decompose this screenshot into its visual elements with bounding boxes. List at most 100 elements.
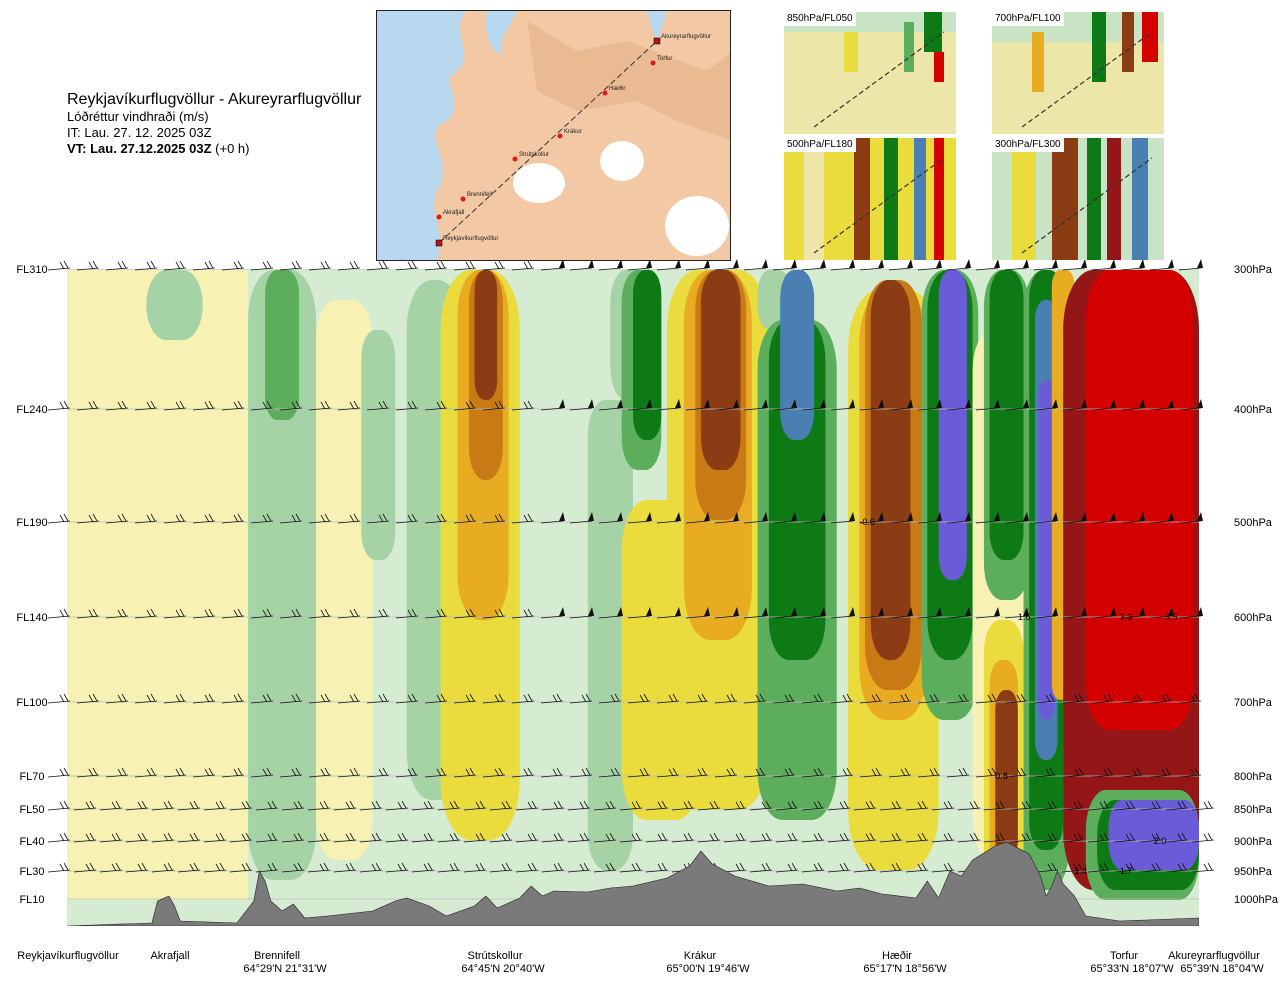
wind-barb	[540, 512, 565, 524]
value-label: -0.6	[859, 517, 875, 527]
wind-barb	[541, 862, 565, 873]
wind-barb	[151, 832, 175, 843]
wind-barb	[489, 800, 513, 811]
wind-barb	[946, 607, 971, 619]
wind-barb	[511, 260, 535, 271]
wind-barb	[1120, 512, 1145, 524]
wind-barb	[250, 693, 274, 704]
velocity-band-4	[316, 300, 373, 860]
mini-map-850-label: 850hPa/FL050	[784, 12, 856, 26]
wind-barb	[1120, 693, 1144, 704]
wind-barb	[1091, 693, 1115, 704]
station-name: Krákur	[684, 950, 717, 962]
wind-barb	[1033, 693, 1057, 704]
wind-barb	[250, 767, 274, 778]
wind-barb	[1033, 607, 1058, 619]
wind-barb	[1009, 800, 1033, 811]
wind-barb	[598, 607, 623, 619]
wind-barb	[627, 607, 652, 619]
wind-barb	[482, 693, 506, 704]
wind-barb	[540, 259, 565, 271]
wind-barb	[888, 259, 913, 271]
wind-barb	[714, 607, 739, 619]
wind-barb	[1139, 862, 1163, 873]
wind-barb	[255, 832, 279, 843]
wind-barb	[411, 800, 435, 811]
wind-barb	[192, 767, 216, 778]
flight-level-label: FL40	[19, 836, 44, 848]
pressure-label: 850hPa	[1234, 804, 1273, 816]
value-label: 0.8	[995, 771, 1008, 781]
mini-map-700-label: 700hPa/FL100	[992, 12, 1064, 26]
map-waypoint-label: Strútskollur	[519, 152, 549, 158]
wind-barb	[1139, 832, 1163, 843]
wind-barb	[489, 862, 513, 873]
wind-barb	[685, 399, 710, 411]
wind-barb	[366, 513, 390, 524]
wind-barb	[515, 862, 539, 873]
mini-map-850-field	[784, 12, 956, 134]
wind-barb	[1004, 767, 1028, 778]
flight-level-label: FL100	[16, 697, 47, 709]
wind-barb	[482, 608, 506, 619]
wind-barb	[1178, 512, 1203, 524]
wind-barb	[567, 832, 591, 843]
wind-barb	[541, 800, 565, 811]
route-title: Reykjavíkurflugvöllur - Akureyrarflugvöl…	[67, 91, 362, 108]
wind-barb	[598, 767, 622, 778]
wind-barb	[775, 862, 799, 873]
map-waypoint-label: Reykjavíkurflugvöllur	[443, 236, 498, 242]
wind-barb	[1061, 800, 1085, 811]
wind-barb	[540, 399, 565, 411]
wind-barb	[76, 693, 100, 704]
station-name: Reykjavíkurflugvöllur	[17, 950, 119, 962]
wind-barb	[437, 862, 461, 873]
wind-barb	[743, 767, 767, 778]
wind-barb	[489, 832, 513, 843]
wind-barb	[151, 800, 175, 811]
wind-barb	[411, 832, 435, 843]
wind-barb	[1004, 512, 1029, 524]
wind-barb	[1091, 767, 1115, 778]
wind-barb	[279, 767, 303, 778]
wind-barb	[801, 767, 825, 778]
wind-barb	[203, 862, 227, 873]
pressure-label: 800hPa	[1234, 771, 1273, 783]
velocity-band-2	[248, 270, 317, 880]
wind-barb	[47, 608, 71, 619]
velocity-band-47	[1108, 800, 1199, 870]
pressure-label: 900hPa	[1234, 836, 1273, 848]
wind-barb	[975, 259, 1000, 271]
map-airport-marker	[653, 37, 661, 45]
mini-map-700: 700hPa/FL100	[992, 12, 1164, 134]
wind-barb	[47, 693, 71, 704]
wind-barb	[598, 399, 623, 411]
wind-barb	[540, 767, 564, 778]
wind-barb	[308, 513, 332, 524]
wind-barb	[203, 800, 227, 811]
wind-barb	[1091, 259, 1116, 271]
wind-barb	[1062, 607, 1087, 619]
wind-barb	[1004, 259, 1029, 271]
wind-barb	[975, 607, 1000, 619]
wind-barb	[801, 607, 826, 619]
wind-barb	[801, 259, 826, 271]
wind-barb	[685, 693, 709, 704]
wind-barb	[749, 800, 773, 811]
wind-barb	[229, 862, 253, 873]
wind-barb	[105, 400, 129, 411]
wind-barb	[424, 400, 448, 411]
flight-level-label: FL10	[19, 894, 44, 906]
wind-barb	[511, 693, 535, 704]
wind-barb	[656, 399, 681, 411]
wind-barb	[743, 693, 767, 704]
wind-barb	[917, 767, 941, 778]
value-label: 1.6	[1018, 612, 1031, 622]
wind-barb	[1149, 607, 1174, 619]
velocity-band-35	[995, 690, 1018, 860]
wind-barb	[134, 608, 158, 619]
wind-barb	[463, 832, 487, 843]
map-sea-west	[377, 11, 467, 260]
wind-barb	[569, 512, 594, 524]
wind-barb	[1149, 399, 1174, 411]
